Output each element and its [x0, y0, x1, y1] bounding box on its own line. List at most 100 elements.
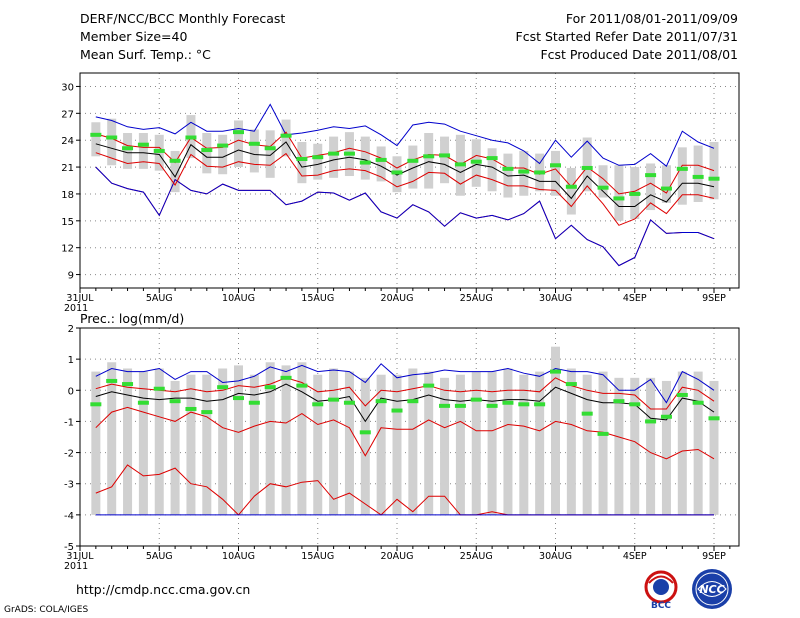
median-marker: [407, 158, 419, 163]
y-tick-label: 9: [68, 271, 74, 282]
ensemble-box: [661, 380, 671, 515]
ensemble-box: [329, 136, 339, 178]
ensemble-box: [265, 130, 275, 178]
ensemble-box: [154, 368, 164, 515]
median-marker: [502, 166, 514, 171]
ensemble-box: [646, 377, 656, 515]
x-tick-label: 20AUG: [381, 293, 414, 304]
median-marker: [296, 157, 308, 161]
ensemble-box: [202, 374, 212, 515]
ensemble-box: [566, 368, 576, 515]
median-marker: [153, 386, 165, 391]
median-marker: [280, 375, 292, 380]
y-tick-label: 12: [61, 244, 74, 255]
median-marker: [518, 169, 530, 174]
median-marker: [312, 155, 324, 160]
median-marker: [534, 402, 546, 407]
median-marker: [137, 142, 149, 147]
variable-label: Mean Surf. Temp.: °C: [80, 47, 211, 62]
median-marker: [280, 133, 292, 138]
ensemble-box: [408, 368, 418, 515]
ensemble-box: [693, 371, 703, 515]
x-tick-label: 9SEP: [702, 293, 726, 304]
ensemble-box: [614, 165, 624, 221]
std-upper-line: [95, 131, 715, 195]
median-marker: [692, 400, 704, 405]
median-marker: [660, 186, 672, 191]
x-year-label: 2011: [64, 303, 88, 314]
median-marker: [708, 416, 720, 421]
median-marker: [169, 158, 181, 163]
median-marker: [248, 141, 260, 146]
ensemble-box: [218, 134, 228, 175]
ensemble-box: [598, 165, 608, 198]
x-year-label: 2011: [64, 561, 88, 572]
ensemble-box: [582, 137, 592, 192]
y-tick-label: 1: [68, 355, 74, 366]
median-marker: [597, 185, 609, 190]
std-upper-line: [95, 377, 715, 410]
x-tick-label: 4SEP: [623, 551, 647, 562]
mean-line: [95, 383, 715, 423]
median-marker: [676, 392, 688, 397]
ensemble-box: [614, 377, 624, 515]
x-tick-label: 25AUG: [460, 293, 493, 304]
bcc-logo-text: BCC: [651, 601, 671, 610]
median-marker: [407, 399, 419, 404]
x-tick-label: 30AUG: [539, 293, 572, 304]
median-marker: [565, 184, 577, 189]
ensemble-box: [281, 365, 291, 515]
y-tick-label: 0: [68, 386, 74, 397]
median-marker: [264, 385, 276, 390]
ensemble-box: [646, 163, 656, 211]
median-marker: [454, 162, 466, 167]
ensemble-box: [186, 374, 196, 515]
median-marker: [106, 378, 118, 383]
ensemble-box: [661, 165, 671, 203]
y-tick-label: -4: [64, 511, 74, 522]
ensemble-box: [218, 368, 228, 515]
ensemble-box: [693, 145, 703, 202]
median-marker: [153, 148, 165, 153]
forecast-period: For 2011/08/01-2011/09/09: [565, 11, 738, 26]
grads-credit: GrADS: COLA/IGES: [4, 605, 89, 615]
ensemble-box: [107, 118, 117, 166]
median-marker: [375, 157, 387, 162]
ensemble-box: [582, 374, 592, 515]
median-marker: [676, 166, 688, 171]
median-marker: [660, 414, 672, 419]
bcc-logo: BCC: [644, 570, 678, 610]
x-tick-label: 20AUG: [381, 551, 414, 562]
plot-frame: [79, 72, 740, 289]
median-marker: [343, 151, 355, 156]
ensemble-box: [487, 371, 497, 515]
ensemble-box: [551, 150, 560, 196]
median-marker: [122, 146, 134, 151]
median-marker: [486, 403, 498, 408]
median-marker: [581, 165, 593, 170]
ncc-logo-text: NCC: [699, 583, 724, 596]
median-marker: [423, 154, 435, 159]
median-marker: [454, 403, 466, 408]
max-line: [95, 103, 715, 167]
x-tick-label: 10AUG: [222, 293, 255, 304]
y-tick-label: 27: [61, 109, 74, 120]
ensemble-box: [487, 148, 497, 192]
median-marker: [502, 400, 514, 405]
ensemble-box: [519, 374, 529, 515]
footer-url[interactable]: http://cmdp.ncc.cma.gov.cn: [76, 582, 251, 597]
median-marker: [565, 382, 577, 387]
median-marker: [629, 402, 641, 407]
median-marker: [423, 383, 435, 388]
ensemble-box: [709, 141, 719, 200]
median-marker: [439, 153, 451, 158]
ensemble-box: [424, 133, 434, 189]
produced-date: Fcst Produced Date 2011/08/01: [540, 47, 738, 62]
median-marker: [264, 146, 276, 151]
median-marker: [439, 403, 451, 408]
median-marker: [312, 402, 324, 407]
ensemble-box: [360, 377, 370, 515]
ensemble-box: [138, 371, 148, 515]
max-line: [95, 363, 715, 404]
